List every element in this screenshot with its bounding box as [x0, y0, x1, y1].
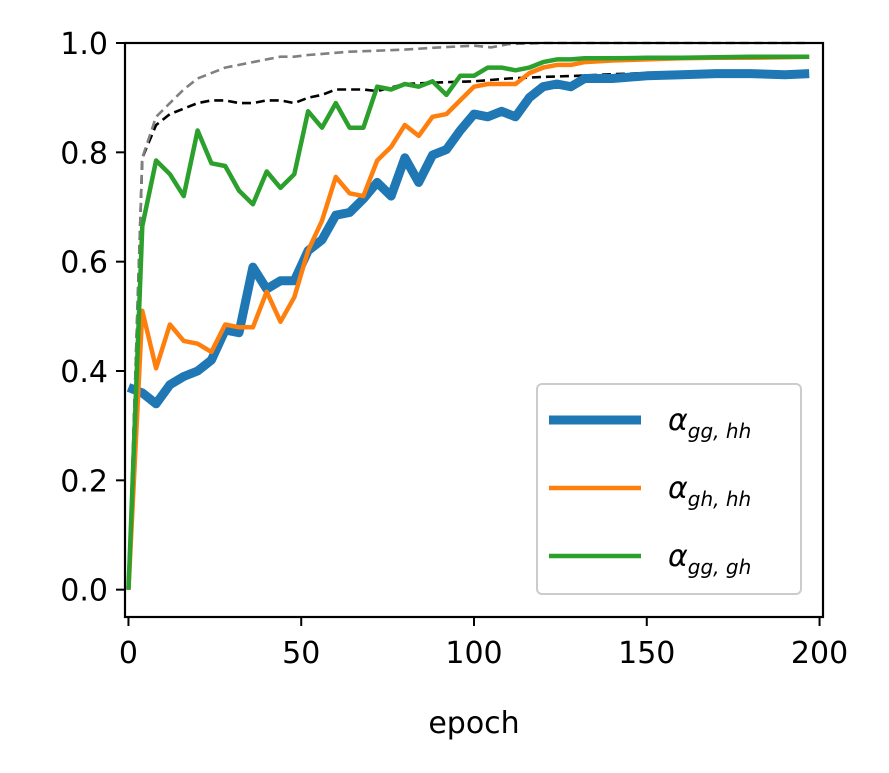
series-line-alpha-gg-hh — [126, 69, 810, 409]
y-tick-label: 0.6 — [60, 246, 108, 281]
legend-box — [536, 383, 802, 595]
y-tick-label: 0.8 — [60, 136, 108, 171]
ticks-layer: 0 50 100 150 200 0.0 0.2 0.4 0.6 0.8 1.0 — [60, 27, 848, 671]
y-tick-label: 1.0 — [60, 27, 108, 62]
y-tick-label: 0.2 — [60, 464, 108, 499]
x-axis-label: epoch — [428, 706, 519, 741]
x-tick-label: 100 — [445, 636, 502, 671]
series-line-alpha-gg-gh — [126, 54, 810, 590]
legend-entry-label: αgh, hh — [668, 471, 751, 511]
legend: αgg, hh αgh, hh αgg, gh — [536, 383, 802, 595]
series-line-reference-black — [127, 71, 810, 590]
y-tick-label: 0.0 — [60, 574, 108, 609]
x-tick-label: 50 — [282, 636, 320, 671]
series-line-alpha-gh-hh — [126, 54, 810, 590]
legend-entry-label: αgg, gh — [668, 539, 751, 579]
x-tick-label: 0 — [119, 636, 138, 671]
x-tick-label: 150 — [618, 636, 675, 671]
y-tick-label: 0.4 — [60, 355, 108, 390]
legend-entry-label: αgg, hh — [668, 403, 751, 443]
x-tick-label: 200 — [791, 636, 848, 671]
